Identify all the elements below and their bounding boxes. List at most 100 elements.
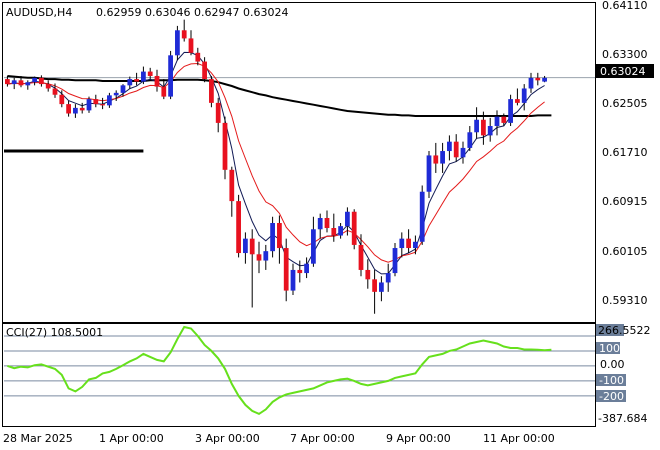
cci-tick-100: 100 [599,342,620,355]
candle-bear [18,80,24,86]
candle-bear [215,102,221,123]
candle-bear [209,79,214,103]
candle-bull [11,80,17,85]
candle-bear [161,86,167,97]
candle-bear [154,75,160,87]
candle-bull [528,77,534,89]
cci-tick-min: -387.684 [598,412,647,425]
candle-bull [487,126,493,136]
candle-bull [304,263,309,274]
price-tick: 0.62505 [602,97,648,110]
candle-bear [433,155,439,164]
candle-bear [283,248,289,291]
candle-bull [311,229,316,264]
current-price-tag [596,64,654,78]
price-plot[interactable] [4,19,595,314]
candle-bull [379,282,384,292]
candle-bull [338,226,343,236]
ma-long-line [7,75,552,117]
candle-bear [358,244,364,270]
cci-level-tag [596,342,620,354]
cci-level-tag [596,390,626,402]
candle-bear [324,218,330,229]
candle-bear [5,79,10,85]
candle-bull [460,147,466,158]
candle-bear [195,52,201,62]
price-tick: 0.64110 [602,0,648,12]
candle-bear [249,238,255,255]
candle-bull [392,248,398,274]
candle-bear [100,104,105,106]
candle-bear [372,279,377,292]
price-tick: 0.63300 [602,48,648,61]
candle-bear [147,71,153,76]
candle-bull [141,71,146,82]
candle-bear [453,141,459,158]
cci-level-tag [596,374,626,386]
candle-bull [440,151,445,164]
candle-bull [25,82,31,86]
time-tick: 7 Apr 00:00 [290,432,355,445]
candle-bear [331,228,337,236]
candle-bear [297,269,303,274]
candle-bull [508,99,513,123]
price-tick: 0.60915 [602,195,648,208]
cci-tick-minus100: -100 [599,374,624,387]
candle-bull [175,30,180,56]
candle-bear [501,116,507,123]
candle-bull [494,116,500,127]
candle-bull [270,223,275,252]
time-tick: 3 Apr 00:00 [195,432,260,445]
candle-bull [345,211,350,227]
cci-tick-minus200: -200 [599,390,624,403]
candle-bull [542,77,547,82]
cci-line [7,325,552,416]
cci-axis: 266.5522 100 0.00 -100 -200 -387.684 [596,324,651,425]
candle-bull [474,119,479,133]
candle-bear [39,77,44,85]
candle-bear [59,94,65,105]
candle-bear [351,211,357,245]
candle-bear [222,122,228,170]
candle-bull [73,107,78,114]
price-axis: 0.64110 0.63300 0.62505 0.61710 0.60915 … [602,0,648,307]
candle-bull [263,251,269,261]
candle-bear [365,269,371,280]
cci-tick-0: 0.00 [600,358,625,371]
candle-bear [481,119,486,136]
time-tick: 1 Apr 00:00 [99,432,164,445]
candle-bear [515,99,520,103]
price-tick: 0.60105 [602,245,648,258]
candle-bull [86,99,92,111]
chart-title-symbol: AUDUSD,H4 [6,6,72,19]
cci-indicator-label: CCI(27) 108.5001 [6,326,103,339]
candle-bear [181,30,187,39]
candle-bear [202,61,207,80]
candle-bull [467,132,473,148]
candle-bear [93,99,99,105]
candle-bull [426,155,432,192]
candle-bear [66,104,71,114]
candle-bear [406,238,411,249]
cci-panel-frame [2,323,596,427]
candle-bear [535,77,541,81]
time-axis: 28 Mar 2025 1 Apr 00:00 3 Apr 00:00 7 Ap… [3,432,555,445]
cci-tick-max: 266.5522 [598,324,651,337]
candle-bull [290,269,296,291]
time-tick: 11 Apr 00:00 [483,432,555,445]
candle-bear [256,254,262,261]
ohlc-readout: 0.62959 0.63046 0.62947 0.63024 [96,6,288,19]
candle-bull [317,218,323,230]
candle-bear [79,107,85,111]
candle-bull [113,92,119,96]
candle-bull [32,77,37,83]
candle-bear [188,38,194,53]
candle-bull [120,85,126,93]
candle-bear [45,84,51,89]
cci-level-tag [596,324,624,336]
candle-bull [168,55,173,97]
cci-plot[interactable] [4,325,595,416]
time-tick: 9 Apr 00:00 [386,432,451,445]
